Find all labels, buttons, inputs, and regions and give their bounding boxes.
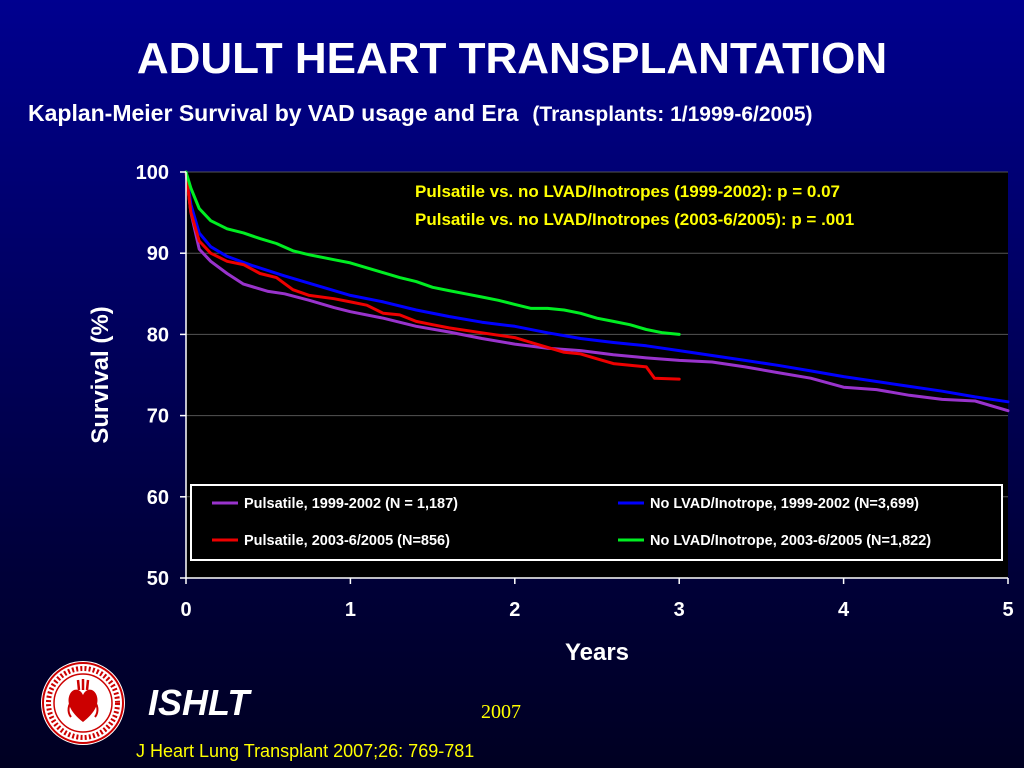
series-line-no-lvad-inotrope-2003-6-2005-n-1-822: [184, 170, 681, 336]
y-tick-label-50: 50: [147, 568, 169, 590]
slide-subtitle: Kaplan-Meier Survival by VAD usage and E…: [28, 100, 813, 127]
legend-label-pulsatile-2003-6-2005-n-856: Pulsatile, 2003-6/2005 (N=856): [244, 533, 450, 549]
y-tick-label-70: 70: [147, 406, 169, 428]
legend-label-no-lvad-inotrope-2003-6-2005-n-1-822: No LVAD/Inotrope, 2003-6/2005 (N=1,822): [650, 533, 931, 549]
y-tick-label-90: 90: [147, 243, 169, 265]
series-line-pulsatile-2003-6-2005-n-856: [184, 170, 681, 381]
x-tick-label-1: 1: [345, 599, 356, 621]
x-tick-label-5: 5: [1002, 599, 1013, 621]
annotation-pvalue-2003: Pulsatile vs. no LVAD/Inotropes (2003-6/…: [415, 210, 854, 229]
y-tick-label-80: 80: [147, 324, 169, 346]
org-name: ISHLT: [148, 682, 250, 723]
tick-labels: 50 60 70 80 90 100 0 1 2 3 4 5: [136, 162, 1014, 621]
ishlt-logo: [41, 661, 125, 745]
y-axis-label: Survival (%): [87, 306, 114, 443]
x-tick-label-2: 2: [509, 599, 520, 621]
series-lines: [184, 170, 1010, 413]
axes: [180, 171, 1009, 584]
subtitle-main: Kaplan-Meier Survival by VAD usage and E…: [28, 100, 519, 126]
legend-box: [190, 484, 1003, 561]
series-line-no-lvad-inotrope-1999-2002-n-3-699: [184, 170, 1010, 404]
subtitle-era: (Transplants: 1/1999-6/2005): [532, 103, 813, 126]
y-tick-label-60: 60: [147, 487, 169, 509]
slide-title: ADULT HEART TRANSPLANTATION: [136, 34, 888, 83]
x-tick-label-4: 4: [838, 599, 850, 621]
citation: J Heart Lung Transplant 2007;26: 769-781: [136, 741, 475, 761]
x-tick-label-3: 3: [674, 599, 685, 621]
x-axis-label: Years: [565, 639, 629, 666]
series-line-pulsatile-1999-2002-n-1-187: [184, 170, 1010, 413]
chart-legend: Pulsatile, 1999-2002 (N = 1,187) No LVAD/…: [190, 484, 1003, 561]
legend-label-pulsatile-1999-2002-n-1-187: Pulsatile, 1999-2002 (N = 1,187): [244, 496, 458, 512]
report-year: 2007: [481, 701, 521, 723]
x-tick-label-0: 0: [180, 599, 191, 621]
annotation-pvalue-1999: Pulsatile vs. no LVAD/Inotropes (1999-20…: [415, 182, 840, 201]
y-tick-label-100: 100: [136, 162, 169, 184]
legend-label-no-lvad-inotrope-1999-2002-n-3-699: No LVAD/Inotrope, 1999-2002 (N=3,699): [650, 496, 919, 512]
